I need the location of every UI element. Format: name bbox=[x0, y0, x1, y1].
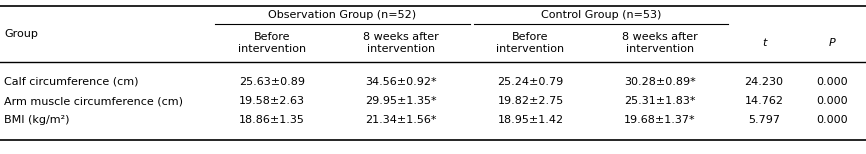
Text: 19.58±2.63: 19.58±2.63 bbox=[239, 96, 305, 106]
Text: 14.762: 14.762 bbox=[745, 96, 784, 106]
Text: 0.000: 0.000 bbox=[816, 115, 848, 125]
Text: 29.95±1.35*: 29.95±1.35* bbox=[365, 96, 437, 106]
Text: 25.31±1.83*: 25.31±1.83* bbox=[624, 96, 695, 106]
Text: 8 weeks after
intervention: 8 weeks after intervention bbox=[364, 32, 439, 54]
Text: 25.24±0.79: 25.24±0.79 bbox=[497, 77, 564, 87]
Text: 25.63±0.89: 25.63±0.89 bbox=[239, 77, 305, 87]
Text: 19.68±1.37*: 19.68±1.37* bbox=[624, 115, 695, 125]
Text: 24.230: 24.230 bbox=[745, 77, 784, 87]
Text: 8 weeks after
intervention: 8 weeks after intervention bbox=[622, 32, 698, 54]
Text: P: P bbox=[829, 38, 836, 48]
Text: Before
intervention: Before intervention bbox=[496, 32, 565, 54]
Text: Observation Group (n=52): Observation Group (n=52) bbox=[268, 10, 417, 20]
Text: Before
intervention: Before intervention bbox=[238, 32, 306, 54]
Text: Control Group (n=53): Control Group (n=53) bbox=[540, 10, 661, 20]
Text: BMI (kg/m²): BMI (kg/m²) bbox=[4, 115, 69, 125]
Text: Arm muscle circumference (cm): Arm muscle circumference (cm) bbox=[4, 96, 183, 106]
Text: 21.34±1.56*: 21.34±1.56* bbox=[365, 115, 437, 125]
Text: Calf circumference (cm): Calf circumference (cm) bbox=[4, 77, 139, 87]
Text: Group: Group bbox=[4, 29, 38, 39]
Text: 0.000: 0.000 bbox=[816, 77, 848, 87]
Text: 5.797: 5.797 bbox=[748, 115, 780, 125]
Text: 0.000: 0.000 bbox=[816, 96, 848, 106]
Text: 30.28±0.89*: 30.28±0.89* bbox=[624, 77, 695, 87]
Text: 19.82±2.75: 19.82±2.75 bbox=[497, 96, 564, 106]
Text: 34.56±0.92*: 34.56±0.92* bbox=[365, 77, 437, 87]
Text: 18.86±1.35: 18.86±1.35 bbox=[239, 115, 305, 125]
Text: t: t bbox=[762, 38, 766, 48]
Text: 18.95±1.42: 18.95±1.42 bbox=[497, 115, 564, 125]
